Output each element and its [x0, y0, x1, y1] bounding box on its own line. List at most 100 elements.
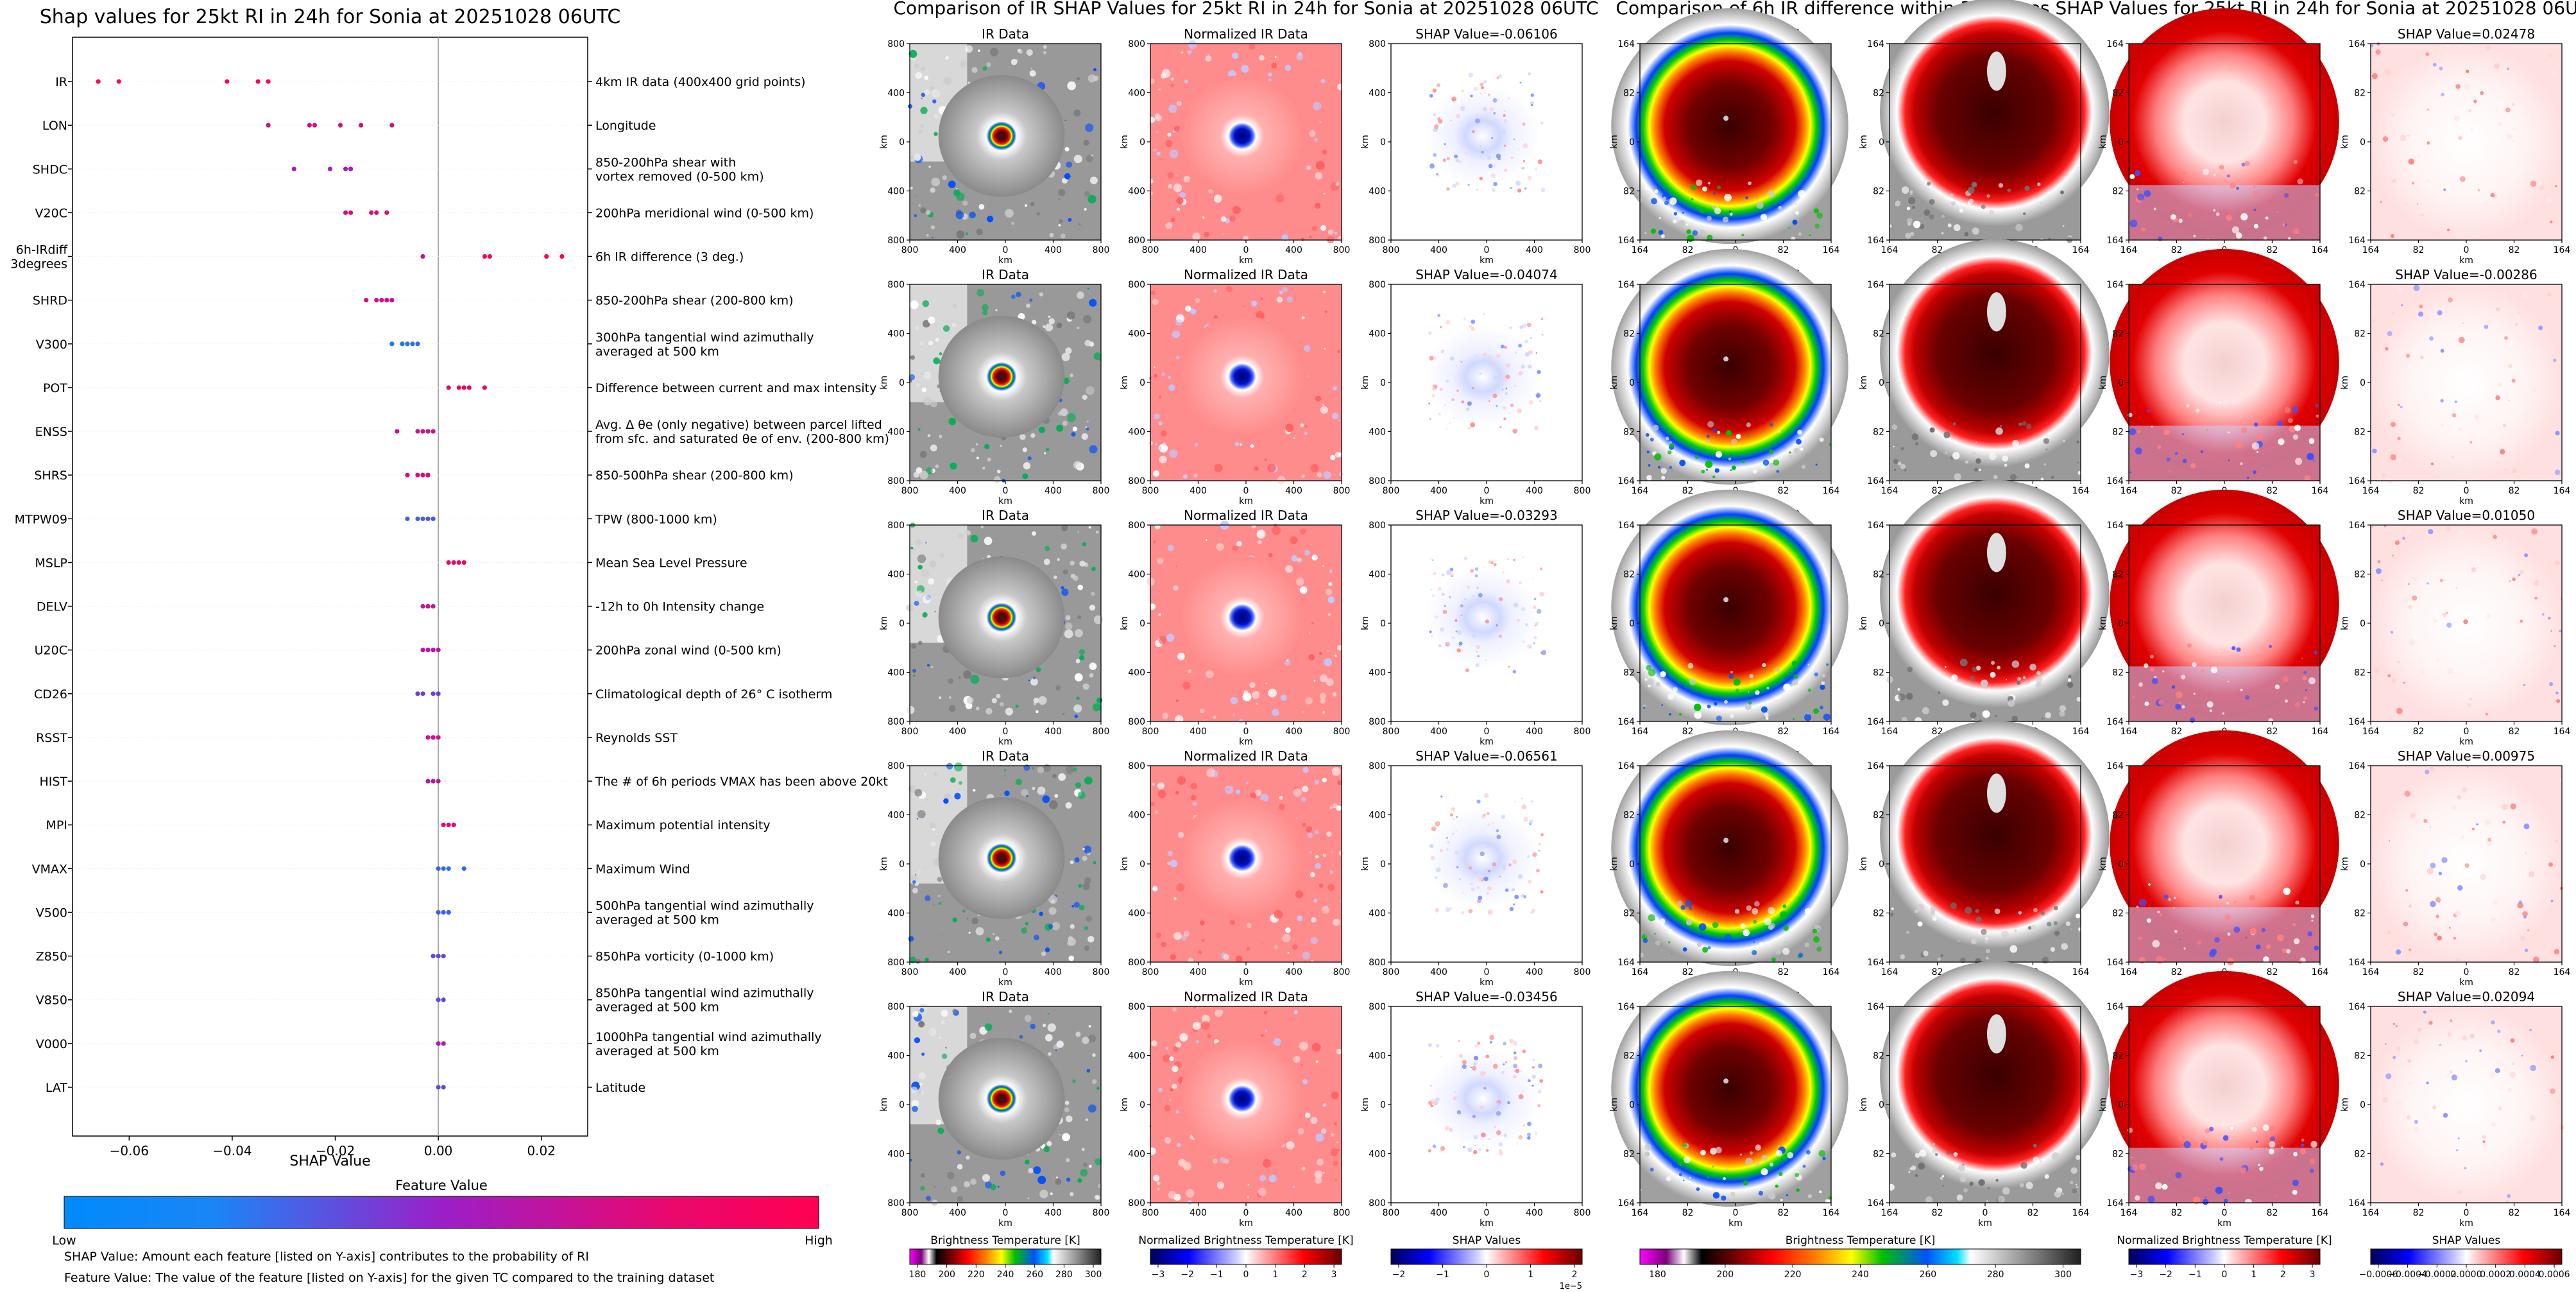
x-tick-label: 164 — [2072, 245, 2090, 255]
texture-blob — [1463, 556, 1467, 560]
y-tick-label: 82 — [2112, 1150, 2124, 1160]
texture-blob — [2455, 909, 2461, 917]
texture-blob — [1259, 55, 1265, 61]
texture-blob — [1084, 945, 1089, 951]
texture-blob — [1906, 693, 1913, 700]
texture-blob — [1320, 698, 1326, 704]
texture-blob — [2157, 445, 2162, 449]
texture-blob — [1065, 1158, 1070, 1162]
x-tick-label: 164 — [2072, 727, 2090, 737]
y-tick-label: 164 — [2106, 476, 2124, 487]
texture-blob — [1480, 82, 1484, 87]
texture-blob — [2372, 448, 2377, 454]
texture-blob — [1089, 662, 1097, 670]
shap-point — [425, 779, 431, 784]
texture-blob — [2528, 871, 2535, 877]
panel-title: Normalized IR Data — [1184, 26, 1308, 42]
y-tick-label: 0 — [899, 619, 905, 629]
y-tick-label: 0 — [1380, 619, 1386, 629]
texture-blob — [2384, 525, 2387, 528]
feature-description: 500hPa tangential wind azimuthally — [595, 899, 814, 913]
x-tick-label: 82 — [2509, 967, 2520, 978]
y-tick-label: 164 — [1617, 717, 1635, 727]
eye-spot — [1723, 356, 1729, 362]
texture-blob — [1943, 431, 1950, 438]
texture-blob — [2530, 114, 2534, 119]
texture-blob — [1094, 1194, 1100, 1200]
x-tick-label: 82 — [2267, 967, 2278, 978]
texture-blob — [954, 793, 961, 800]
x-tick-label: 164 — [1881, 486, 1898, 496]
texture-blob — [1451, 636, 1454, 639]
texture-blob — [1533, 636, 1537, 639]
texture-blob — [2033, 1157, 2040, 1163]
panel-title: SHAP Value=-0.04074 — [1415, 267, 1557, 282]
x-axis-label: km — [1978, 1218, 1992, 1228]
x-tick-label: 400 — [1526, 967, 1543, 978]
texture-blob — [1669, 443, 1674, 448]
texture-blob — [2495, 395, 2500, 401]
texture-blob — [1932, 1142, 1935, 1146]
texture-blob — [2380, 200, 2382, 203]
texture-blob — [1681, 1181, 1684, 1183]
texture-blob — [1437, 117, 1441, 121]
x-tick-label: 400 — [1285, 1208, 1302, 1218]
texture-blob — [1650, 438, 1654, 442]
texture-blob — [1319, 693, 1327, 700]
texture-blob — [2408, 948, 2412, 951]
texture-blob — [1073, 575, 1079, 581]
y-tick-label: 400 — [1128, 811, 1145, 821]
shap-point — [364, 298, 369, 303]
shap-point — [436, 866, 441, 871]
texture-blob — [1678, 220, 1685, 227]
texture-blob — [1235, 789, 1241, 795]
shap-point — [369, 210, 374, 215]
texture-blob — [2489, 1072, 2496, 1078]
texture-blob — [1729, 958, 1732, 961]
texture-blob — [957, 532, 964, 539]
texture-blob — [2372, 320, 2375, 323]
texture-blob — [2259, 1166, 2264, 1171]
texture-blob — [1493, 182, 1497, 187]
texture-blob — [2151, 426, 2153, 427]
texture-blob — [1062, 420, 1068, 426]
texture-blob — [2432, 62, 2437, 67]
texture-blob — [1302, 822, 1306, 827]
texture-blob — [2033, 908, 2038, 913]
texture-blob — [1279, 290, 1283, 295]
texture-blob — [927, 664, 930, 667]
texture-blob — [1079, 649, 1086, 655]
x-tick-label: 0 — [2464, 967, 2469, 978]
panel-norm2-row-2: Normalized Data1648208216416482082164kmk… — [2098, 248, 2339, 506]
texture-blob — [1723, 1176, 1726, 1180]
texture-blob — [2193, 234, 2196, 237]
texture-blob — [1462, 891, 1464, 894]
texture-blob — [2014, 929, 2017, 933]
texture-blob — [926, 798, 928, 801]
texture-blob — [1166, 642, 1169, 644]
storm-core — [938, 315, 1065, 438]
texture-blob — [1064, 1101, 1070, 1105]
y-tick-label: 400 — [887, 187, 905, 197]
texture-blob — [2394, 540, 2400, 546]
x-tick-label: 400 — [1430, 486, 1447, 496]
texture-blob — [2162, 670, 2165, 673]
x-tick-label: 800 — [1333, 727, 1351, 737]
texture-blob — [2429, 336, 2434, 341]
texture-blob — [2518, 573, 2521, 577]
y-tick-label: 82 — [2354, 909, 2366, 919]
x-tick-label: −0.02 — [316, 1143, 355, 1158]
x-tick-label: 400 — [949, 1208, 966, 1218]
texture-blob — [1712, 1192, 1720, 1199]
texture-blob — [1454, 619, 1458, 622]
texture-blob — [2263, 956, 2269, 963]
texture-blob — [2409, 1082, 2411, 1084]
texture-blob — [1302, 711, 1304, 713]
texture-blob — [1467, 1147, 1472, 1153]
texture-blob — [2203, 168, 2210, 175]
texture-blob — [2077, 461, 2079, 464]
texture-blob — [1149, 179, 1154, 184]
shap-core — [1425, 807, 1540, 909]
y-tick-label: 164 — [2106, 717, 2124, 727]
texture-blob — [2387, 1127, 2390, 1130]
